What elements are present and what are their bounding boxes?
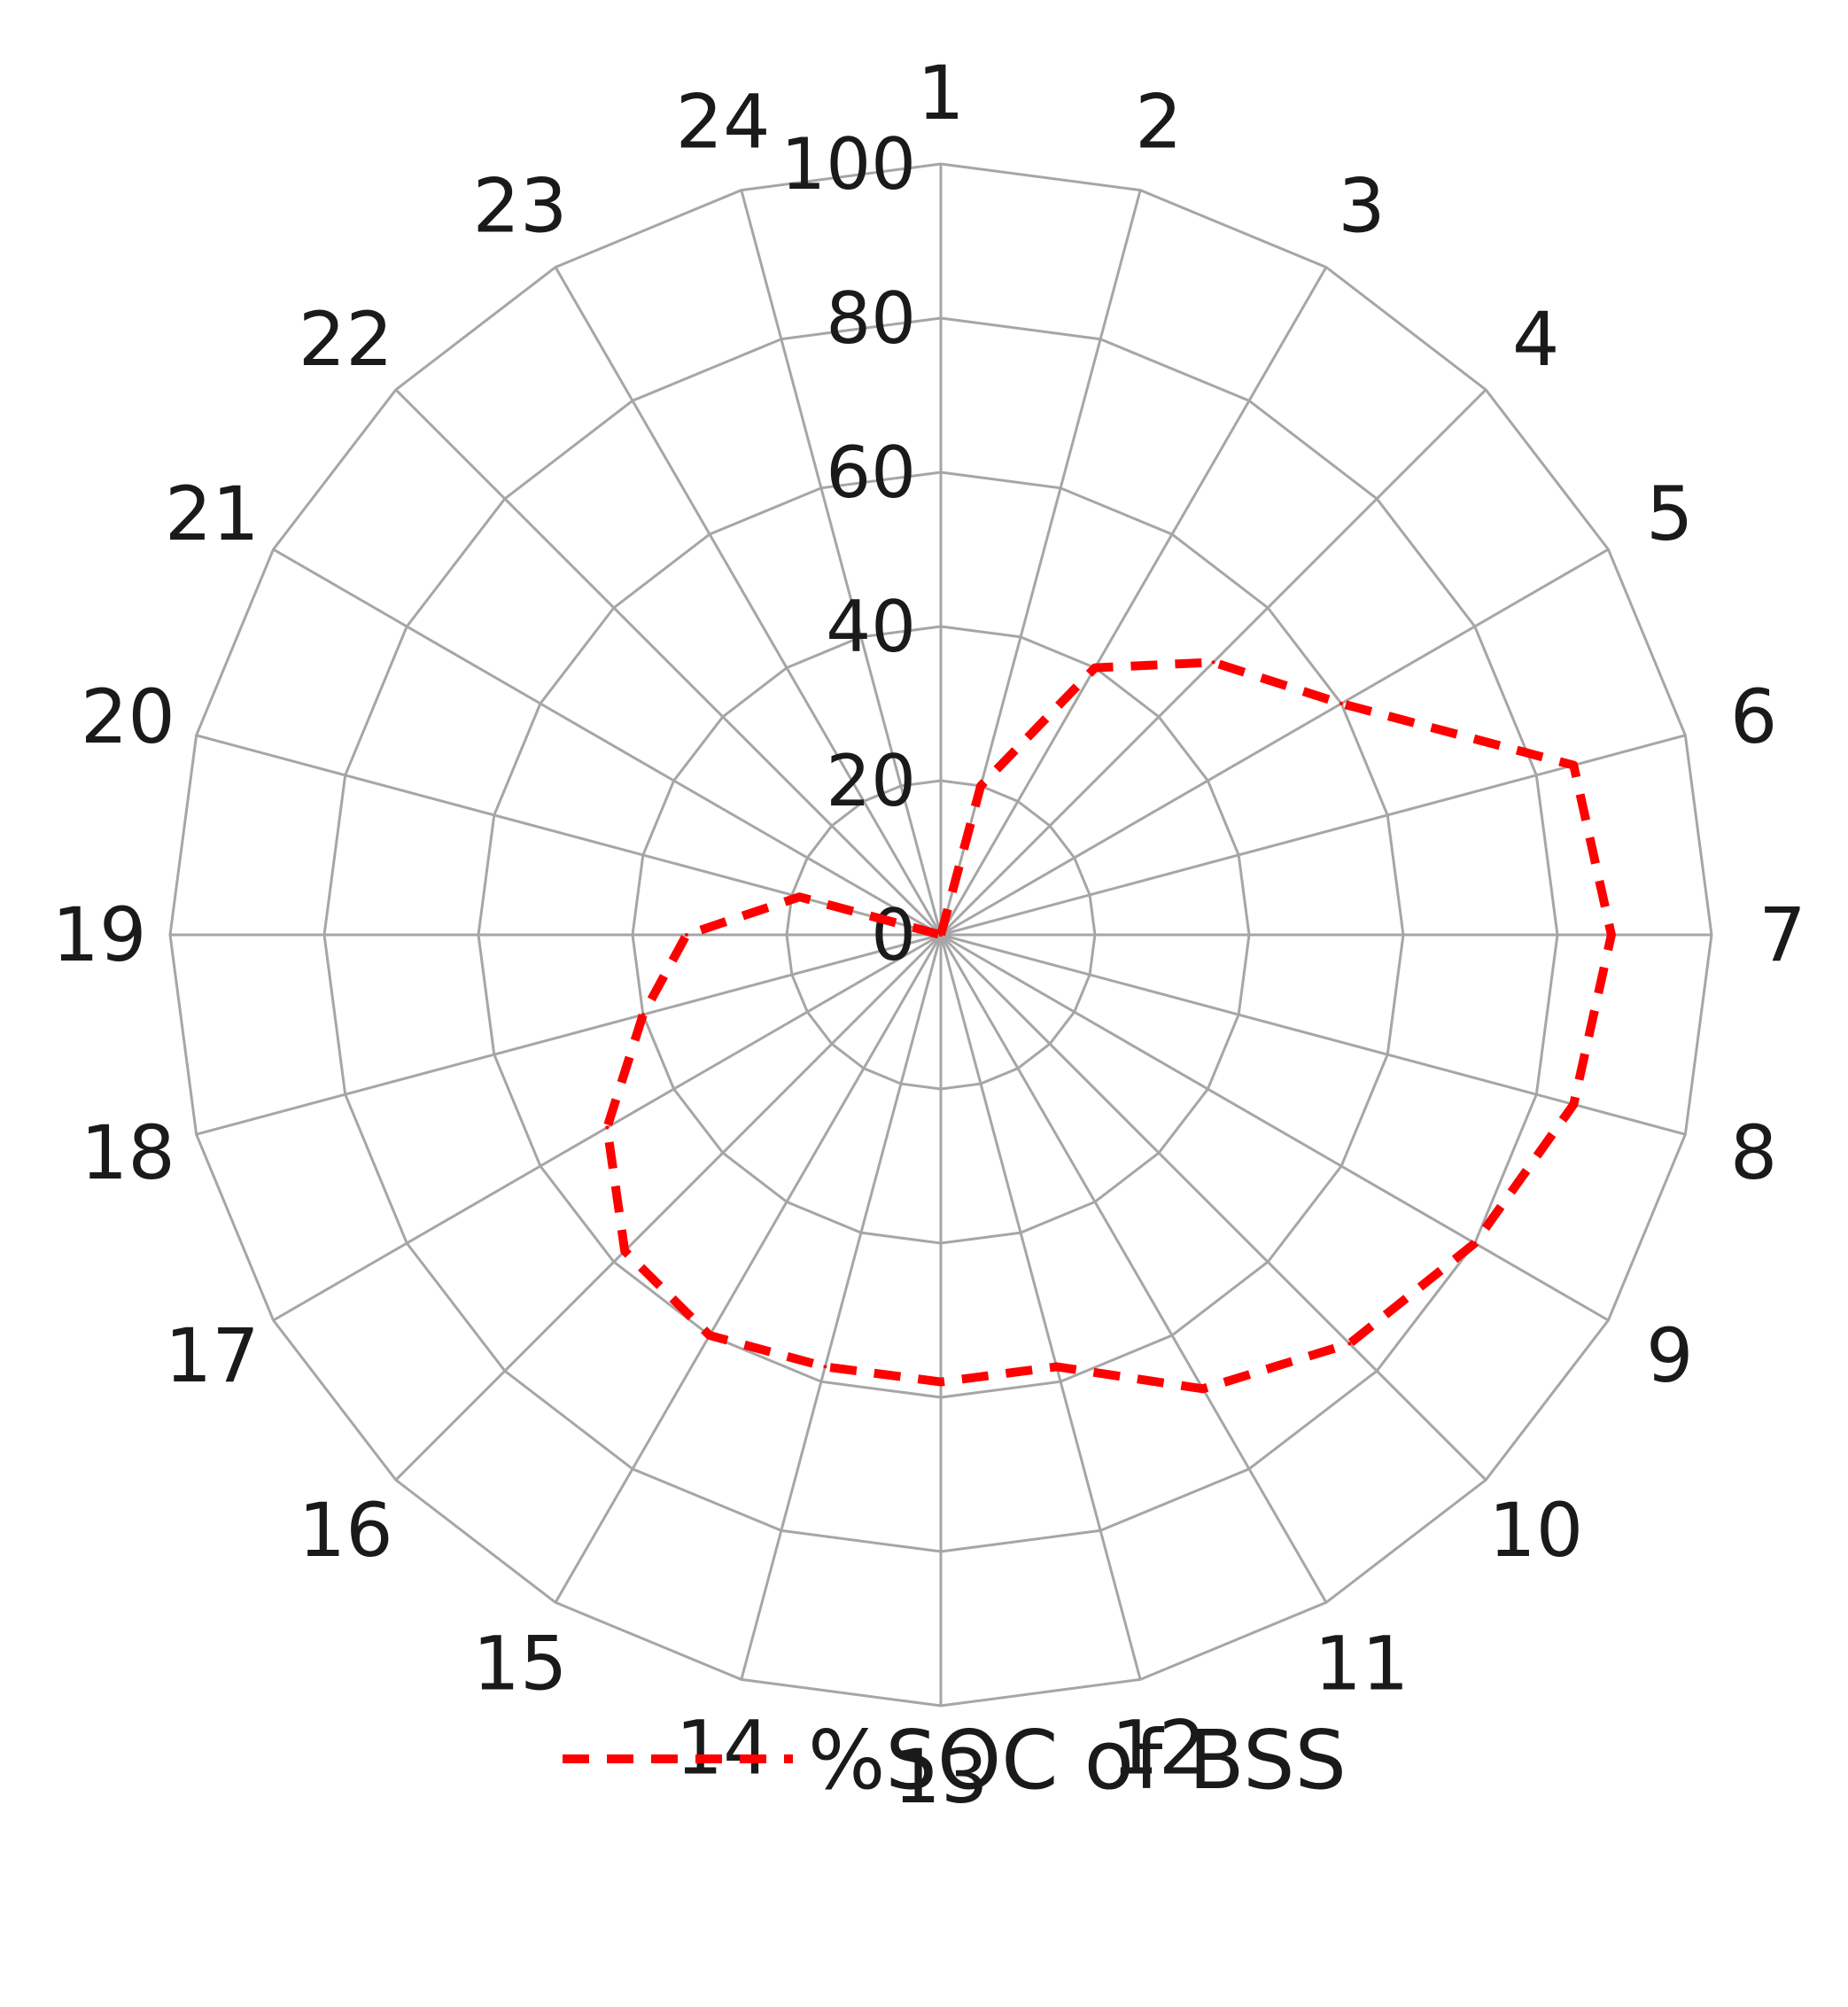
category-label-24: 24 xyxy=(676,78,771,165)
grid-spoke-5 xyxy=(940,548,1610,937)
data-point-16 xyxy=(623,1249,627,1253)
category-label-10: 10 xyxy=(1488,1487,1583,1574)
category-label-5: 5 xyxy=(1646,471,1693,557)
category-label-16: 16 xyxy=(299,1487,393,1574)
category-label-11: 11 xyxy=(1315,1621,1409,1708)
r-tick-label-100: 100 xyxy=(780,123,916,206)
grid-spoke-12 xyxy=(939,934,1142,1680)
grid-spoke-14 xyxy=(740,934,943,1680)
data-point-3 xyxy=(1093,665,1097,670)
grid-spoke-20 xyxy=(196,734,942,937)
category-label-20: 20 xyxy=(81,673,175,760)
data-point-17 xyxy=(605,1125,610,1130)
r-tick-label-80: 80 xyxy=(826,277,916,360)
r-tick-label-40: 40 xyxy=(826,586,916,668)
data-point-10 xyxy=(1347,1342,1352,1346)
grid-spoke-3 xyxy=(939,266,1328,936)
category-label-15: 15 xyxy=(473,1621,568,1708)
grid-spoke-6 xyxy=(940,734,1686,937)
data-point-15 xyxy=(708,1334,711,1338)
legend-label-soc-bss: %SOC of BSS xyxy=(808,1713,1347,1808)
grid-spoke-9 xyxy=(940,933,1610,1322)
grid-spoke-11 xyxy=(939,934,1328,1604)
category-label-21: 21 xyxy=(165,471,260,557)
radar-grid xyxy=(168,162,1713,1708)
r-tick-label-20: 20 xyxy=(826,740,916,822)
data-point-12 xyxy=(1054,1365,1059,1369)
r-tick-label-60: 60 xyxy=(826,432,916,514)
category-label-19: 19 xyxy=(52,891,147,978)
category-label-2: 2 xyxy=(1135,78,1182,165)
data-point-20 xyxy=(797,895,802,899)
category-label-6: 6 xyxy=(1730,673,1777,760)
grid-spoke-15 xyxy=(554,934,943,1604)
grid-spoke-10 xyxy=(939,933,1487,1482)
grid-spoke-2 xyxy=(939,190,1142,936)
data-point-11 xyxy=(1200,1387,1205,1391)
category-label-8: 8 xyxy=(1730,1109,1777,1196)
data-point-5 xyxy=(1339,702,1344,705)
category-label-9: 9 xyxy=(1646,1312,1693,1399)
category-label-12: 12 xyxy=(1111,1705,1206,1792)
data-point-19 xyxy=(684,933,688,937)
grid-spoke-16 xyxy=(394,933,943,1482)
category-label-4: 4 xyxy=(1512,296,1559,383)
data-point-8 xyxy=(1572,1102,1576,1107)
category-label-18: 18 xyxy=(81,1109,175,1196)
category-label-14: 14 xyxy=(676,1705,771,1792)
series-line-0 xyxy=(602,657,1616,1394)
series-layer xyxy=(602,657,1616,1394)
grid-spoke-21 xyxy=(272,548,942,937)
category-label-1: 1 xyxy=(917,50,964,136)
category-label-7: 7 xyxy=(1759,891,1805,978)
grid-spoke-22 xyxy=(394,388,943,937)
data-point-4 xyxy=(1211,660,1215,665)
grid-spoke-8 xyxy=(940,933,1686,1136)
data-point-18 xyxy=(641,1013,645,1017)
grid-spoke-23 xyxy=(554,266,943,936)
data-point-14 xyxy=(823,1365,827,1369)
category-label-22: 22 xyxy=(299,296,393,383)
radial-tick-labels: 0 20 40 60 80 100 xyxy=(780,123,916,976)
r-tick-label-0: 0 xyxy=(871,894,916,976)
grid-spoke-24 xyxy=(740,190,943,936)
data-point-13 xyxy=(939,1380,943,1384)
category-label-23: 23 xyxy=(473,162,568,249)
grid-spoke-18 xyxy=(196,933,942,1136)
data-point-24 xyxy=(939,933,943,937)
category-label-13: 13 xyxy=(894,1733,989,1820)
legend: %SOC of BSS xyxy=(563,1713,1347,1808)
data-point-2 xyxy=(979,783,983,788)
data-point-6 xyxy=(1572,763,1576,767)
data-point-9 xyxy=(1472,1241,1477,1245)
category-label-3: 3 xyxy=(1338,162,1385,249)
category-label-17: 17 xyxy=(165,1312,260,1399)
data-point-7 xyxy=(1609,933,1613,937)
